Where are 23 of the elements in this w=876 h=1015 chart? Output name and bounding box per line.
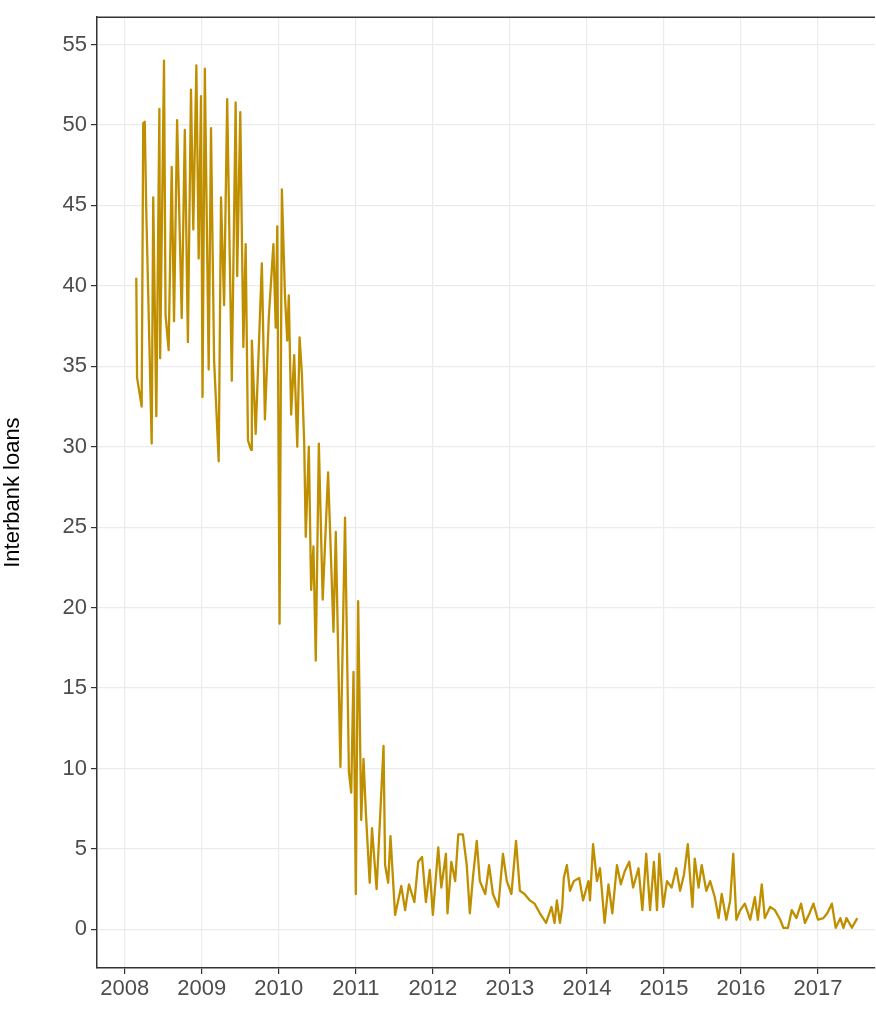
x-tick-label: 2013 [485,975,535,1001]
y-tick-label: 10 [62,754,87,780]
y-tick-label: 30 [62,432,87,458]
y-tick-label: 15 [62,674,87,700]
y-tick-label: 20 [62,593,87,619]
y-tick-label: 25 [62,513,87,539]
y-tick-label: 50 [62,111,87,137]
x-tick-label: 2009 [177,975,227,1001]
x-tick-label: 2010 [254,975,304,1001]
x-tick-label: 2014 [562,975,612,1001]
x-tick-label: 2008 [100,975,150,1001]
y-tick-label: 35 [62,352,87,378]
y-tick-label: 55 [62,30,87,56]
y-tick-label: 5 [74,835,87,861]
x-tick-label: 2011 [332,975,380,1001]
x-tick-label: 2015 [639,975,689,1001]
y-axis-title: Interbank loans [0,417,25,568]
y-tick-label: 40 [62,271,87,297]
x-tick-label: 2017 [793,975,843,1001]
y-tick-label: 45 [62,191,87,217]
x-tick-label: 2016 [716,975,766,1001]
y-tick-label: 0 [74,915,87,941]
x-tick-label: 2012 [408,975,458,1001]
